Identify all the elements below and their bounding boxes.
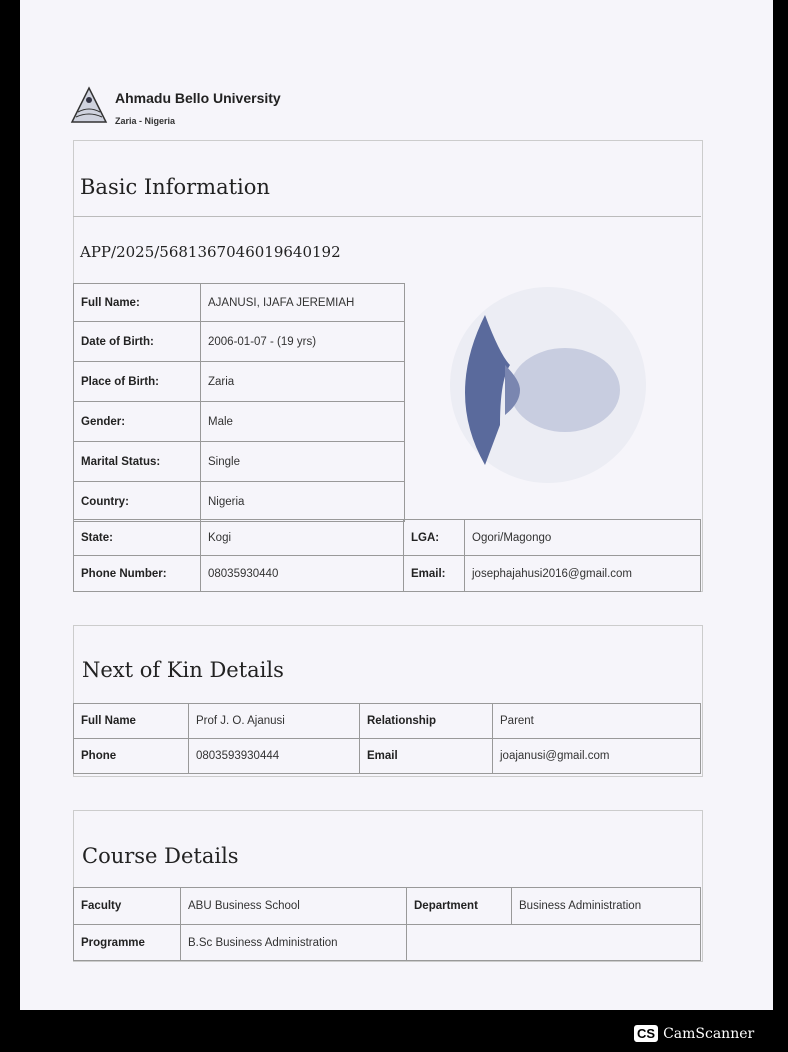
label: Date of Birth: <box>73 321 201 362</box>
label: State: <box>73 519 201 556</box>
label: Place of Birth: <box>73 361 201 402</box>
kin-relationship-value: Parent <box>492 703 701 739</box>
marital-value: Single <box>200 441 405 482</box>
label: Email <box>359 738 493 774</box>
full-name-value: AJANUSI, IJAFA JEREMIAH <box>200 283 405 322</box>
label: Department <box>406 887 512 925</box>
state-value: Kogi <box>200 519 404 556</box>
label: Email: <box>403 555 465 592</box>
university-name: Ahmadu Bello University <box>115 90 281 106</box>
faculty-value: ABU Business School <box>180 887 407 925</box>
university-logo-icon <box>70 86 108 123</box>
kin-title: Next of Kin Details <box>82 658 284 682</box>
camscanner-label: CamScanner <box>663 1025 755 1042</box>
kin-name-value: Prof J. O. Ajanusi <box>188 703 360 739</box>
lga-value: Ogori/Magongo <box>464 519 701 556</box>
dob-value: 2006-01-07 - (19 yrs) <box>200 321 405 362</box>
camscanner-watermark: CS CamScanner <box>634 1025 754 1042</box>
kin-table: Full Name Prof J. O. Ajanusi Relationship P… <box>73 703 701 774</box>
profile-photo-placeholder-icon <box>450 287 646 483</box>
department-value: Business Administration <box>511 887 701 925</box>
kin-email-value: joajanusi@gmail.com <box>492 738 701 774</box>
kin-section <box>73 625 703 777</box>
basic-info-table: Full Name: AJANUSI, IJAFA JEREMIAH Date o… <box>73 283 405 522</box>
label: Programme <box>73 924 181 961</box>
label: Marital Status: <box>73 441 201 482</box>
label: Faculty <box>73 887 181 925</box>
label: LGA: <box>403 519 465 556</box>
label: Country: <box>73 481 201 522</box>
label: Full Name <box>73 703 189 739</box>
university-location: Zaria - Nigeria <box>115 116 176 126</box>
gender-value: Male <box>200 401 405 442</box>
course-section <box>73 810 703 962</box>
basic-info-title: Basic Information <box>80 175 270 199</box>
application-id: APP/2025/5681367046019640192 <box>80 243 341 261</box>
label: Relationship <box>359 703 493 739</box>
label: Phone <box>73 738 189 774</box>
label: Full Name: <box>73 283 201 322</box>
kin-phone-value: 0803593930444 <box>188 738 360 774</box>
label: Phone Number: <box>73 555 201 592</box>
contact-table: State: Kogi LGA: Ogori/Magongo Phone Number… <box>73 519 701 592</box>
course-title: Course Details <box>82 844 239 868</box>
email-value: josephajahusi2016@gmail.com <box>464 555 701 592</box>
label: Gender: <box>73 401 201 442</box>
course-table: Faculty ABU Business School Department Busi… <box>73 887 701 961</box>
country-value: Nigeria <box>200 481 405 522</box>
programme-value: B.Sc Business Administration <box>180 924 407 961</box>
pob-value: Zaria <box>200 361 405 402</box>
camscanner-logo-icon: CS <box>634 1025 659 1042</box>
phone-value: 08035930440 <box>200 555 404 592</box>
